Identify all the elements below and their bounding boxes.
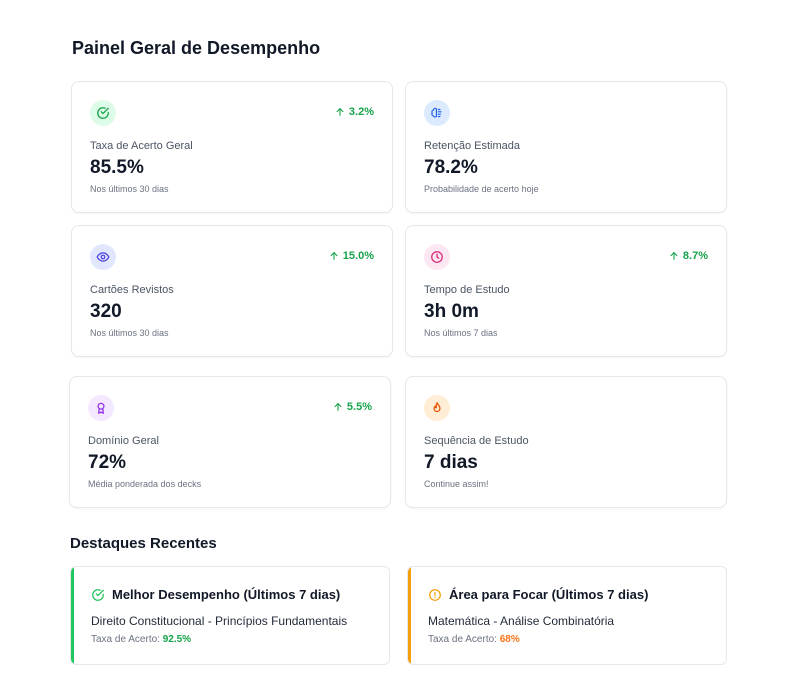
stat-card-reviewed: 15.0% Cartões Revistos 320 Nos últimos 3… bbox=[71, 225, 393, 357]
rate-label: Taxa de Acerto: bbox=[91, 634, 160, 645]
arrow-up-icon bbox=[330, 252, 338, 260]
rate-value: 68% bbox=[499, 634, 520, 645]
eye-icon bbox=[90, 244, 116, 270]
stat-label: Retenção Estimada bbox=[424, 140, 520, 152]
stat-value: 72% bbox=[88, 452, 127, 473]
trend-badge: 5.5% bbox=[333, 401, 372, 413]
highlight-heading-text: Melhor Desempenho (Últimos 7 dias) bbox=[112, 587, 341, 602]
accent-bar bbox=[408, 567, 411, 664]
stat-subtitle: Média ponderada dos decks bbox=[88, 479, 202, 489]
stat-subtitle: Continue assim! bbox=[424, 479, 489, 489]
highlight-heading-text: Área para Focar (Últimos 7 dias) bbox=[449, 587, 649, 602]
alert-circle-icon bbox=[429, 588, 441, 601]
stat-value: 320 bbox=[90, 301, 122, 322]
stat-card-mastery: 5.5% Domínio Geral 72% Média ponderada d… bbox=[69, 376, 391, 508]
stat-card-streak: Sequência de Estudo 7 dias Continue assi… bbox=[405, 376, 727, 508]
stat-value: 3h 0m bbox=[424, 301, 479, 322]
highlight-best-performance: Melhor Desempenho (Últimos 7 dias) Direi… bbox=[70, 566, 390, 665]
highlight-subject: Direito Constitucional - Princípios Fund… bbox=[91, 614, 348, 628]
rate-label: Taxa de Acerto: bbox=[428, 634, 497, 645]
stat-card-accuracy: 3.2% Taxa de Acerto Geral 85.5% Nos últi… bbox=[71, 81, 393, 213]
trend-value: 8.7% bbox=[682, 250, 708, 262]
stat-label: Taxa de Acerto Geral bbox=[90, 140, 193, 152]
trend-badge: 3.2% bbox=[335, 106, 374, 118]
stat-label: Sequência de Estudo bbox=[424, 435, 529, 447]
trend-value: 5.5% bbox=[346, 401, 372, 413]
stat-subtitle: Nos últimos 7 dias bbox=[424, 328, 498, 338]
stat-subtitle: Probabilidade de acerto hoje bbox=[424, 184, 539, 194]
stat-value: 85.5% bbox=[90, 157, 144, 178]
flame-icon bbox=[424, 395, 450, 421]
highlight-heading: Área para Focar (Últimos 7 dias) bbox=[428, 587, 648, 602]
stat-card-retention: Retenção Estimada 78.2% Probabilidade de… bbox=[405, 81, 727, 213]
highlight-heading: Melhor Desempenho (Últimos 7 dias) bbox=[91, 587, 340, 602]
check-circle-icon bbox=[92, 588, 104, 601]
stat-label: Cartões Revistos bbox=[90, 284, 174, 296]
arrow-up-icon bbox=[334, 403, 342, 411]
page-title: Painel Geral de Desempenho bbox=[72, 38, 321, 58]
arrow-up-icon bbox=[670, 252, 678, 260]
highlight-rate: Taxa de Acerto: 68% bbox=[428, 634, 520, 645]
brain-icon bbox=[424, 100, 450, 126]
clock-icon bbox=[424, 244, 450, 270]
stat-label: Domínio Geral bbox=[88, 435, 159, 447]
highlight-focus-area: Área para Focar (Últimos 7 dias) Matemát… bbox=[407, 566, 727, 665]
stat-card-study-time: 8.7% Tempo de Estudo 3h 0m Nos últimos 7… bbox=[405, 225, 727, 357]
award-icon bbox=[88, 395, 114, 421]
trend-value: 3.2% bbox=[348, 106, 374, 118]
check-circle-icon bbox=[90, 100, 116, 126]
highlight-subject: Matemática - Análise Combinatória bbox=[428, 614, 615, 628]
trend-value: 15.0% bbox=[342, 250, 374, 262]
stat-subtitle: Nos últimos 30 dias bbox=[90, 184, 169, 194]
rate-value: 92.5% bbox=[162, 634, 192, 645]
highlights-title: Destaques Recentes bbox=[70, 535, 217, 552]
arrow-up-icon bbox=[336, 108, 344, 116]
trend-badge: 8.7% bbox=[669, 250, 708, 262]
accent-bar bbox=[71, 567, 74, 664]
stat-label: Tempo de Estudo bbox=[424, 284, 510, 296]
highlight-rate: Taxa de Acerto: 92.5% bbox=[91, 634, 191, 645]
stat-subtitle: Nos últimos 30 dias bbox=[90, 328, 169, 338]
trend-badge: 15.0% bbox=[329, 250, 374, 262]
stat-value: 78.2% bbox=[424, 157, 478, 178]
stat-value: 7 dias bbox=[424, 452, 478, 473]
